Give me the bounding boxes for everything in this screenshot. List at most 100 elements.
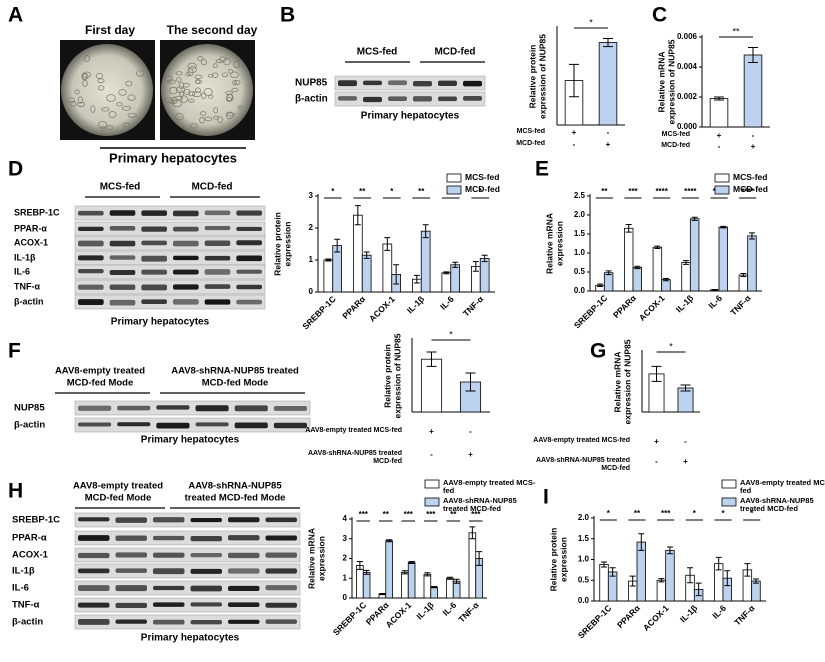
bar [599,564,609,602]
x-tick-label: SREBP-1C [331,600,368,637]
significance-label: ** [601,187,608,196]
blot-band [195,405,229,412]
x-tick-label: TNF-α [456,599,481,624]
blot-band [265,602,297,608]
cell [195,78,201,84]
blot-band [78,269,104,274]
blot-band [173,269,199,275]
blot-band [234,422,268,429]
bar [681,262,691,292]
y-tick-label: 1.0 [578,555,590,564]
condition-label: MCD-fed [516,140,545,147]
bar [747,235,757,292]
cell [192,91,202,98]
group-label: AAV8-empty treated [73,481,163,492]
significance-label: **** [655,187,668,196]
cell [118,89,127,96]
x-tick-label: PPARα [615,602,643,630]
blot-band [141,255,167,262]
error-bar [680,384,691,392]
cell [81,72,87,81]
footer: Primary hepatocytes [111,317,210,328]
group-label: MCD-fed [434,47,475,58]
footer: Primary hepatocytes [109,150,237,165]
blot-band [204,269,231,275]
error-bar [752,578,759,584]
cell [106,125,114,130]
legend-label-box: MCS-fed [733,173,767,181]
error-bar [638,533,645,551]
cell [122,122,130,128]
cell [187,62,197,70]
condition-mark: - [752,131,755,140]
blot-band [117,405,151,411]
blot-band [388,96,407,101]
condition-mark: - [430,450,433,459]
cell [211,72,219,78]
blot-band [109,269,136,275]
bar [332,245,343,293]
cell [197,56,204,62]
condition-label-box: MCD-fed [661,142,690,149]
significance-label: *** [359,510,369,519]
cell [176,76,182,83]
panel-letter: D [8,158,23,181]
y-axis-label: expression [316,536,326,581]
error-bar [424,572,431,577]
error-bar [472,261,479,272]
blot-band [236,284,262,290]
blot-band [195,422,229,427]
micrograph [61,44,153,136]
error-bar [446,576,453,580]
x-tick-label: IL-1β [405,294,426,315]
condition-mark: + [683,457,688,466]
cell [212,63,218,68]
cell [190,123,198,129]
blot-band [115,552,147,558]
cell [225,111,234,120]
legend-swatch [424,479,440,489]
legend-label-box: AAV8-shRNA-NUP85 treated MCD-fed [740,497,814,513]
group-label: MCD-fed Mode [202,378,269,389]
bar [603,272,614,292]
x-tick-label: IL-6 [706,293,724,311]
x-tick-label: SREBP-1C [572,293,609,330]
blot-band [388,80,407,86]
blot-label: NUP85 [14,403,45,414]
blot-strip [74,530,301,546]
blot-band [236,210,262,216]
bar [362,571,371,599]
cell [231,88,239,92]
significance-label: * [669,341,673,351]
bar [407,562,416,599]
error-bar [683,260,690,265]
y-tick-label: 2 [309,223,314,232]
legend-label: AAV8-empty treated MCS-fed [443,479,536,495]
caption: The second day [167,23,258,37]
blot-band [78,255,104,261]
significance-label: *** [628,187,638,196]
blot-band [228,585,260,591]
blot-band [173,255,199,261]
error-bar [325,258,332,262]
blot-band [109,210,136,216]
blot-band [265,535,297,541]
blot-band [438,96,457,102]
blot-band [265,552,297,558]
blot-band [153,619,185,625]
blot-band [173,284,199,290]
micrograph [161,44,253,136]
blot-strip [74,512,301,528]
cell [100,126,106,132]
blot-band [153,568,185,575]
condition-mark: - [718,142,721,151]
group-label: AAV8-empty treated [55,366,145,377]
group-label: AAV8-shRNA-NUP85 treated [171,366,299,377]
cell [125,80,133,87]
error-bar [603,38,613,48]
blot-band [236,299,262,305]
blot-band [115,602,147,609]
error-bar [384,237,391,251]
cell [127,94,136,101]
error-bar [720,225,727,229]
